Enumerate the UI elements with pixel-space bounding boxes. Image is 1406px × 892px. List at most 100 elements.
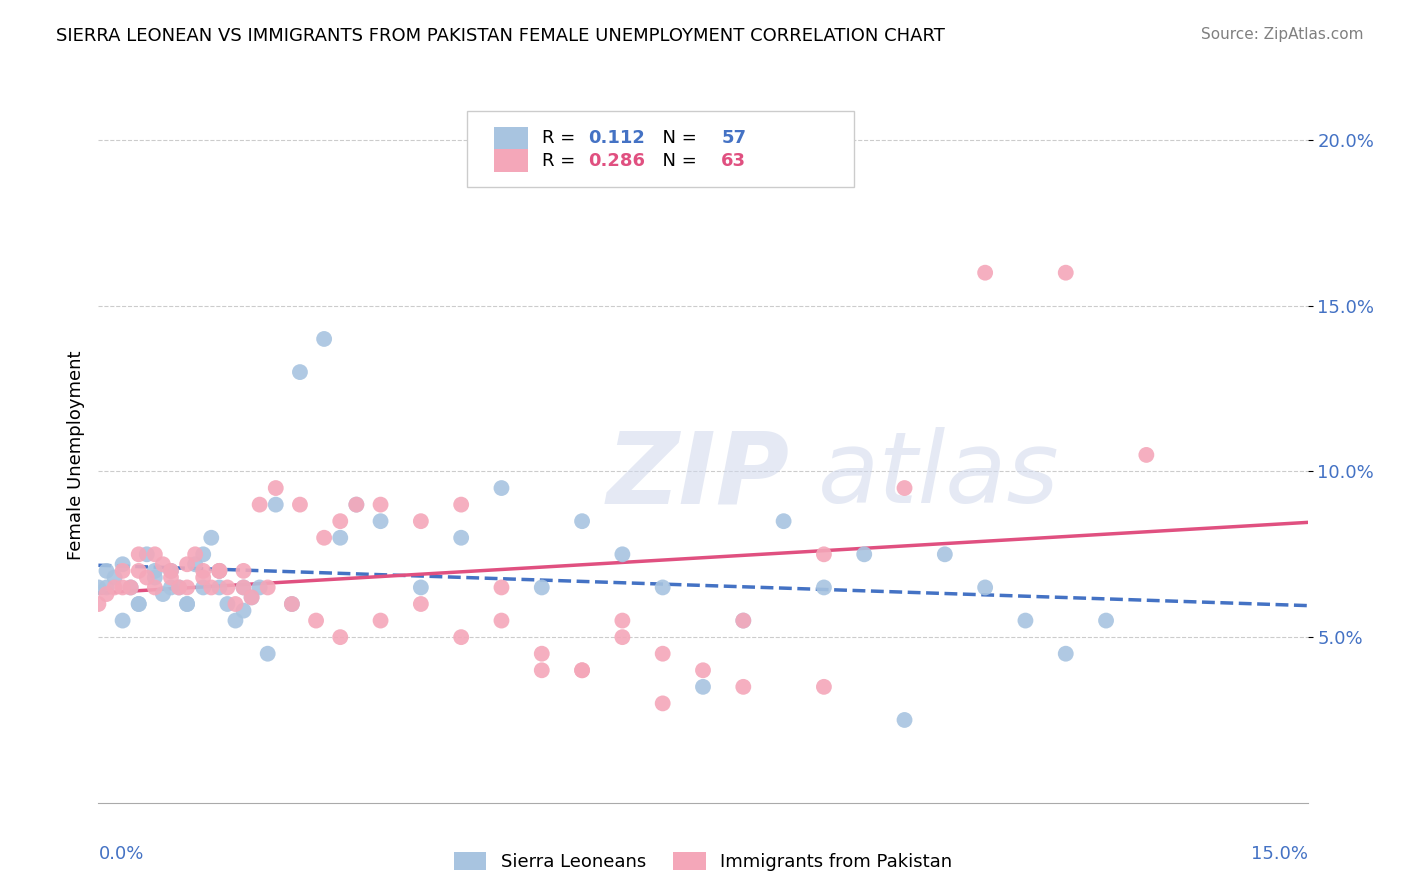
Point [111, 614, 134, 628]
Point [314, 531, 336, 545]
Legend: Sierra Leoneans, Immigrants from Pakistan: Sierra Leoneans, Immigrants from Pakista… [447, 845, 959, 879]
Point [184, 547, 207, 561]
Point [224, 614, 246, 628]
Point [651, 581, 673, 595]
Point [772, 514, 794, 528]
Point [87, 597, 110, 611]
Point [256, 581, 278, 595]
Point [344, 498, 367, 512]
Text: 57: 57 [721, 128, 747, 146]
Point [128, 564, 150, 578]
Text: 0.112: 0.112 [588, 128, 645, 146]
Point [813, 581, 835, 595]
Point [200, 531, 222, 545]
Point [288, 365, 311, 379]
Point [160, 581, 183, 595]
Point [491, 614, 513, 628]
Point [450, 531, 472, 545]
Point [692, 680, 714, 694]
Point [135, 547, 157, 561]
Point [111, 581, 134, 595]
Point [612, 614, 634, 628]
Point [974, 581, 997, 595]
Point [96, 587, 118, 601]
Point [176, 558, 198, 572]
Point [329, 630, 352, 644]
Point [1054, 647, 1077, 661]
Point [120, 581, 142, 595]
Point [370, 498, 392, 512]
Point [143, 564, 166, 578]
Point [934, 547, 956, 561]
Point [733, 680, 755, 694]
FancyBboxPatch shape [494, 127, 527, 149]
Point [813, 680, 835, 694]
Point [733, 614, 755, 628]
Point [329, 531, 352, 545]
Point [152, 587, 174, 601]
Point [530, 581, 553, 595]
Point [344, 498, 367, 512]
Point [111, 558, 134, 572]
Point [1014, 614, 1036, 628]
Point [409, 514, 432, 528]
Text: 15.0%: 15.0% [1250, 845, 1308, 863]
Point [128, 547, 150, 561]
Point [232, 581, 254, 595]
Point [1054, 266, 1077, 280]
Point [96, 581, 118, 595]
Point [208, 564, 231, 578]
Point [135, 570, 157, 584]
Point [167, 581, 190, 595]
Text: atlas: atlas [818, 427, 1060, 524]
Point [1095, 614, 1118, 628]
Text: 0.286: 0.286 [588, 152, 645, 169]
Point [143, 570, 166, 584]
Point [224, 597, 246, 611]
Point [176, 597, 198, 611]
Point [571, 663, 593, 677]
Point [87, 581, 110, 595]
Point [232, 581, 254, 595]
Point [692, 663, 714, 677]
Text: N =: N = [651, 152, 703, 169]
Point [128, 597, 150, 611]
Point [240, 591, 263, 605]
Point [193, 547, 215, 561]
Point [120, 581, 142, 595]
Point [813, 547, 835, 561]
Point [217, 581, 239, 595]
Point [103, 581, 125, 595]
Point [491, 481, 513, 495]
Point [232, 564, 254, 578]
Point [200, 581, 222, 595]
Point [450, 498, 472, 512]
Point [305, 614, 328, 628]
FancyBboxPatch shape [467, 111, 855, 187]
Point [167, 581, 190, 595]
Point [370, 514, 392, 528]
Point [96, 564, 118, 578]
Point [450, 630, 472, 644]
Point [160, 564, 183, 578]
Point [281, 597, 304, 611]
Text: N =: N = [651, 128, 703, 146]
Point [491, 581, 513, 595]
Point [853, 547, 876, 561]
Point [733, 614, 755, 628]
Point [612, 547, 634, 561]
Point [651, 697, 673, 711]
Point [208, 564, 231, 578]
Point [111, 564, 134, 578]
Point [143, 581, 166, 595]
Text: 0.0%: 0.0% [98, 845, 143, 863]
Text: SIERRA LEONEAN VS IMMIGRANTS FROM PAKISTAN FEMALE UNEMPLOYMENT CORRELATION CHART: SIERRA LEONEAN VS IMMIGRANTS FROM PAKIST… [56, 27, 945, 45]
Point [103, 570, 125, 584]
Point [249, 498, 271, 512]
Point [612, 630, 634, 644]
Point [530, 647, 553, 661]
Point [370, 614, 392, 628]
Text: Source: ZipAtlas.com: Source: ZipAtlas.com [1201, 27, 1364, 42]
Text: ZIP: ZIP [606, 427, 789, 524]
Y-axis label: Female Unemployment: Female Unemployment [66, 351, 84, 559]
